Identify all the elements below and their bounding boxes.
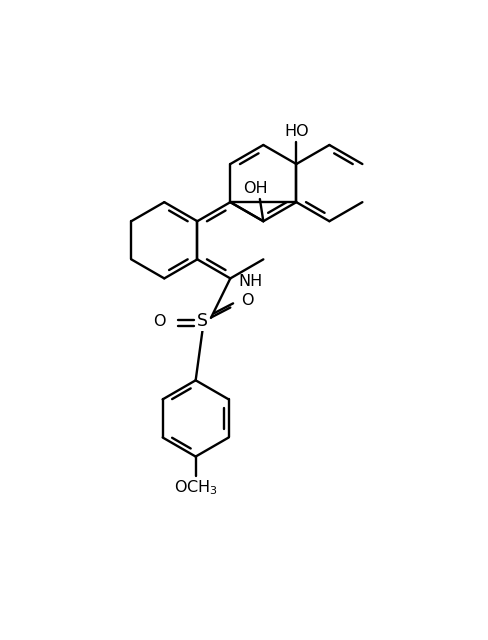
Text: OCH$_3$: OCH$_3$ bbox=[174, 479, 218, 497]
Text: OH: OH bbox=[243, 181, 267, 196]
Text: HO: HO bbox=[284, 124, 309, 139]
Text: O: O bbox=[241, 293, 253, 308]
Text: O: O bbox=[153, 314, 166, 329]
Text: S: S bbox=[197, 312, 208, 330]
Text: NH: NH bbox=[239, 275, 263, 289]
